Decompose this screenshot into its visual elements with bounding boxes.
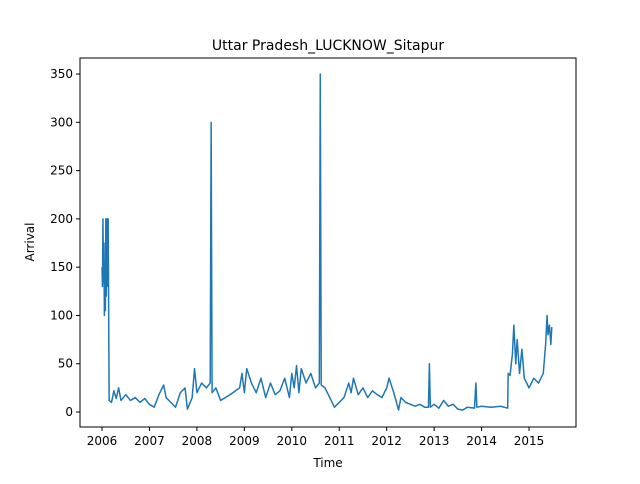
x-tick-label: 2009 <box>229 434 260 448</box>
x-tick-label: 2007 <box>134 434 165 448</box>
y-tick-label: 200 <box>50 212 73 226</box>
y-tick-label: 300 <box>50 115 73 129</box>
x-tick-label: 2010 <box>277 434 308 448</box>
y-tick-label: 150 <box>50 260 73 274</box>
x-tick-label: 2012 <box>371 434 402 448</box>
x-tick-label: 2006 <box>87 434 118 448</box>
x-tick-label: 2011 <box>324 434 355 448</box>
chart-title: Uttar Pradesh_LUCKNOW_Sitapur <box>212 38 444 54</box>
y-tick-label: 350 <box>50 67 73 81</box>
x-tick-label: 2015 <box>514 434 545 448</box>
x-axis-label: Time <box>312 456 342 470</box>
y-tick-label: 0 <box>65 405 73 419</box>
y-tick-label: 100 <box>50 308 73 322</box>
x-tick-label: 2014 <box>466 434 497 448</box>
y-tick-label: 250 <box>50 164 73 178</box>
y-tick-label: 50 <box>58 357 73 371</box>
y-axis-label: Arrival <box>23 223 37 262</box>
x-tick-label: 2008 <box>182 434 213 448</box>
series-line <box>101 73 553 411</box>
plot-frame <box>79 57 577 428</box>
x-tick-label: 2013 <box>419 434 450 448</box>
